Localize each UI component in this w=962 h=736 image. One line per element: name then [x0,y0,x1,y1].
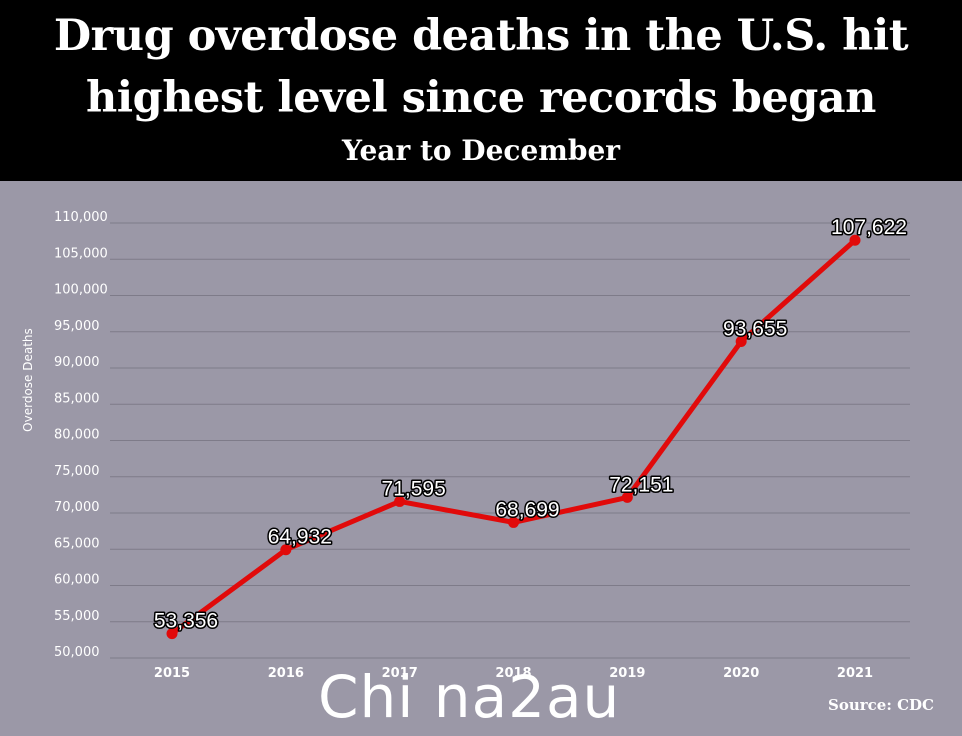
line-chart: 50,000 55,000 60,000 65,000 70,000 75,000 80,0… [0,181,962,736]
y-tick-label: 50,000 [54,645,100,660]
data-label: 53,356 [154,610,218,633]
data-label: 107,622 [831,216,907,239]
chart-canvas: 50,000 55,000 60,000 65,000 70,000 75,000 80,0… [54,210,910,681]
y-tick-label: 80,000 [54,428,100,443]
y-axis-label: Overdose Deaths [21,328,35,432]
data-label: 64,932 [268,526,332,549]
y-tick-label: 65,000 [54,536,100,551]
data-label: 71,595 [382,477,446,500]
watermark: Chi na2au [318,663,621,731]
data-point [621,491,633,503]
y-tick-label: 75,000 [54,464,100,479]
x-tick-label: 2016 [268,666,304,681]
y-tick-label: 70,000 [54,500,100,515]
y-tick-label: 90,000 [54,355,100,370]
y-tick-label: 60,000 [54,573,100,588]
data-point [394,495,406,507]
header-bar: Drug overdose deaths in the U.S. hit hig… [0,0,962,181]
data-point [166,628,178,640]
y-tick-label: 85,000 [54,391,100,406]
source-credit: Source: CDC [828,696,934,714]
y-tick-label: 105,000 [54,246,108,261]
y-tick-label: 55,000 [54,609,100,624]
chart-subtitle: Year to December [341,134,621,167]
chart-title-line-2: highest level since records began [86,73,876,123]
x-tick-label: 2020 [723,666,759,681]
y-tick-label: 100,000 [54,283,108,298]
data-point [735,336,747,348]
data-point [280,544,292,556]
y-tick-label: 95,000 [54,319,100,334]
data-point [849,234,861,246]
x-tick-label: 2021 [837,666,873,681]
chart-title-line-1: Drug overdose deaths in the U.S. hit [53,11,909,61]
x-tick-label: 2017 [382,666,418,681]
data-label: 68,699 [495,498,559,521]
y-tick-label: 110,000 [54,210,108,225]
x-tick-label: 2018 [495,666,531,681]
data-label: 72,151 [609,473,673,496]
data-point [508,516,519,528]
x-tick-label: 2019 [609,666,645,681]
x-tick-label: 2015 [154,666,190,681]
data-label: 93,655 [723,318,787,341]
series-line [169,237,858,637]
